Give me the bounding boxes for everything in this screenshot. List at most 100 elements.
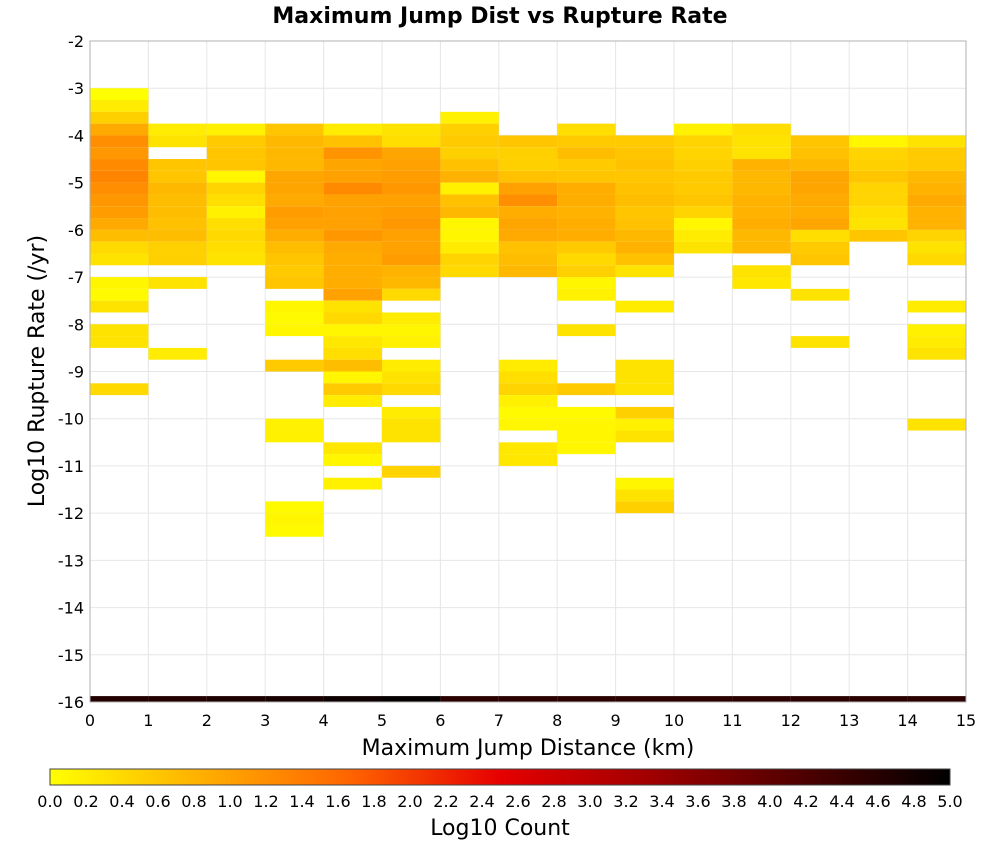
heatmap-cell (907, 347, 966, 360)
heatmap-cell (440, 265, 499, 278)
heatmap-cell (498, 418, 558, 431)
heatmap-cell (790, 194, 850, 207)
heatmap-cell (790, 218, 850, 230)
heatmap-cell (206, 206, 266, 219)
y-tick-label: -4 (68, 126, 84, 145)
heatmap-cell (615, 406, 674, 419)
heatmap-cell (790, 288, 850, 301)
heatmap-cell (382, 241, 441, 254)
heatmap-cell (849, 135, 908, 148)
heatmap-cell (148, 696, 207, 702)
heatmap-cell (615, 489, 674, 502)
heatmap-cell (90, 383, 149, 396)
heatmap-cell (557, 229, 616, 242)
heatmap-cell (382, 418, 441, 431)
heatmap-cell (323, 135, 382, 148)
heatmap-cell (790, 229, 850, 242)
x-axis-label: Maximum Jump Distance (km) (362, 736, 695, 761)
heatmap-cell (382, 277, 441, 289)
heatmap-cell (265, 194, 324, 207)
heatmap-cell (90, 111, 149, 124)
x-tick-label: 0 (85, 711, 95, 730)
heatmap-cell (615, 135, 674, 148)
colorbar-tick-label: 0.2 (73, 792, 98, 811)
heatmap-cell (148, 182, 207, 195)
heatmap-cell (790, 696, 850, 702)
colorbar-tick-label: 4.0 (757, 792, 782, 811)
heatmap-cell (498, 159, 558, 171)
colorbar-tick-label: 4.8 (901, 792, 926, 811)
heatmap-cell (732, 696, 791, 702)
heatmap-cell (498, 696, 558, 702)
colorbar-tick-label: 3.2 (613, 792, 638, 811)
heatmap-cell (790, 206, 850, 219)
heatmap-cell (265, 182, 324, 195)
heatmap-cell (382, 312, 441, 325)
heatmap-cell (557, 123, 616, 136)
colorbar (49, 768, 951, 786)
heatmap-cell (265, 524, 324, 537)
heatmap-cell (849, 696, 908, 702)
heatmap-cell (90, 218, 149, 230)
heatmap-cell (382, 465, 441, 478)
heatmap-cell (557, 442, 616, 455)
heatmap-cell (790, 147, 850, 160)
heatmap-cell (440, 241, 499, 254)
heatmap-cell (265, 418, 324, 431)
heatmap-cell (323, 477, 382, 490)
heatmap-cell (849, 170, 908, 183)
heatmap-cell (557, 147, 616, 160)
heatmap-cell (615, 182, 674, 195)
heatmap-cell (148, 229, 207, 242)
heatmap-cell (615, 430, 674, 443)
heatmap-cell (323, 147, 382, 160)
heatmap-cell (498, 406, 558, 419)
heatmap-cell (498, 265, 558, 278)
heatmap-cell (557, 696, 616, 702)
heatmap-cell (206, 696, 266, 702)
heatmap-cell (148, 159, 207, 171)
heatmap-cell (440, 229, 499, 242)
colorbar-tick-label: 1.0 (217, 792, 242, 811)
colorbar-tick-label: 2.0 (397, 792, 422, 811)
x-tick-label: 11 (722, 711, 742, 730)
heatmap-cell (90, 696, 149, 702)
heatmap-cell (323, 383, 382, 396)
x-tick-label: 4 (319, 711, 329, 730)
heatmap-cell (557, 206, 616, 219)
heatmap-cell (206, 170, 266, 183)
heatmap-cell (265, 277, 324, 289)
heatmap-cell (907, 300, 966, 313)
heatmap-cell (615, 170, 674, 183)
heatmap-cell (323, 182, 382, 195)
heatmap-cell (615, 159, 674, 171)
heatmap-cell (615, 501, 674, 514)
heatmap-cell (557, 194, 616, 207)
heatmap-cell (557, 430, 616, 443)
heatmap-cell (907, 336, 966, 348)
colorbar-ticks: 0.0 0.2 0.4 0.6 0.8 1.0 1.2 1.4 1.6 1.8 2.0 2.2 2.4 2… (37, 792, 962, 811)
heatmap-cell (440, 147, 499, 160)
heatmap-cell (90, 170, 149, 183)
heatmap-cell (674, 135, 733, 148)
heatmap-cell (732, 182, 791, 195)
heatmap-cell (382, 371, 441, 384)
heatmap-cell (615, 229, 674, 242)
heatmap-cell (90, 123, 149, 136)
heatmap-cell (615, 359, 674, 372)
heatmap-cell (849, 182, 908, 195)
heatmap-cell (90, 300, 149, 313)
heatmap-cell (557, 170, 616, 183)
heatmap-cell (90, 135, 149, 148)
colorbar-tick-label: 5.0 (937, 792, 962, 811)
colorbar-tick-label: 0.0 (37, 792, 62, 811)
heatmap-cell (323, 218, 382, 230)
heatmap-cell (557, 241, 616, 254)
colorbar-tick-label: 1.2 (253, 792, 278, 811)
heatmap-cell (323, 194, 382, 207)
heatmap-cell (498, 194, 558, 207)
y-tick-label: -6 (68, 221, 84, 240)
y-tick-label: -11 (58, 457, 84, 476)
heatmap-cell (615, 696, 674, 702)
heatmap-cell (265, 359, 324, 372)
